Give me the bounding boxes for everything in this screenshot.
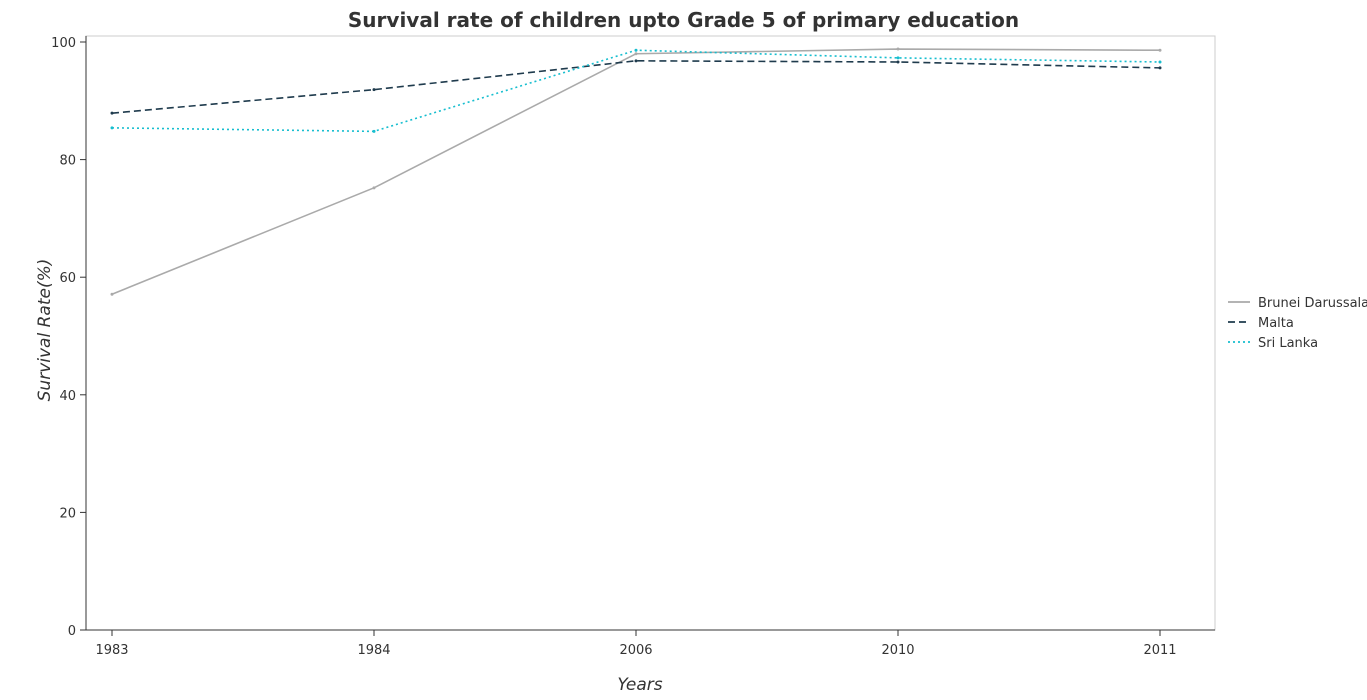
data-point — [110, 126, 114, 130]
legend-label: Malta — [1258, 316, 1294, 331]
data-point — [1158, 66, 1162, 70]
legend: Brunei Darussalam Malta Sri Lanka — [1228, 296, 1367, 351]
data-point — [1158, 48, 1162, 52]
data-point — [896, 47, 900, 51]
y-tick-label: 100 — [51, 36, 76, 51]
x-tick-label: 2010 — [881, 643, 914, 658]
data-point — [1158, 60, 1162, 64]
y-axis: 0 20 40 60 80 100 — [51, 36, 87, 639]
legend-label: Brunei Darussalam — [1258, 296, 1367, 311]
legend-label: Sri Lanka — [1258, 336, 1318, 351]
chart-title: Survival rate of children upto Grade 5 o… — [0, 8, 1367, 32]
y-tick-label: 20 — [59, 506, 76, 521]
data-point — [372, 88, 376, 92]
x-tick-label: 2011 — [1143, 643, 1176, 658]
x-axis: 1983 1984 2006 2010 2011 — [86, 629, 1215, 658]
data-point — [634, 59, 638, 63]
series-line-malta — [111, 60, 1161, 114]
y-tick-label: 40 — [59, 389, 76, 404]
series-layer — [110, 47, 1162, 296]
data-point — [372, 129, 376, 133]
x-tick-label: 2006 — [619, 643, 652, 658]
x-tick-label: 1984 — [357, 643, 390, 658]
data-point — [372, 186, 376, 190]
y-tick-label: 60 — [59, 271, 76, 286]
plot-area — [85, 35, 1216, 631]
x-tick-label: 1983 — [95, 643, 128, 658]
data-point — [896, 56, 900, 60]
x-axis-label: Years — [617, 675, 662, 695]
y-axis-label: Survival Rate(%) — [35, 259, 55, 402]
data-point — [896, 60, 900, 64]
y-tick-label: 0 — [68, 624, 76, 639]
data-point — [634, 52, 638, 56]
plot-frame — [85, 35, 1216, 631]
y-tick-label: 80 — [59, 154, 76, 169]
data-point — [634, 48, 638, 52]
chart-title-text: Survival rate of children upto Grade 5 o… — [347, 8, 1020, 32]
data-point — [110, 292, 114, 296]
data-point — [110, 111, 114, 115]
